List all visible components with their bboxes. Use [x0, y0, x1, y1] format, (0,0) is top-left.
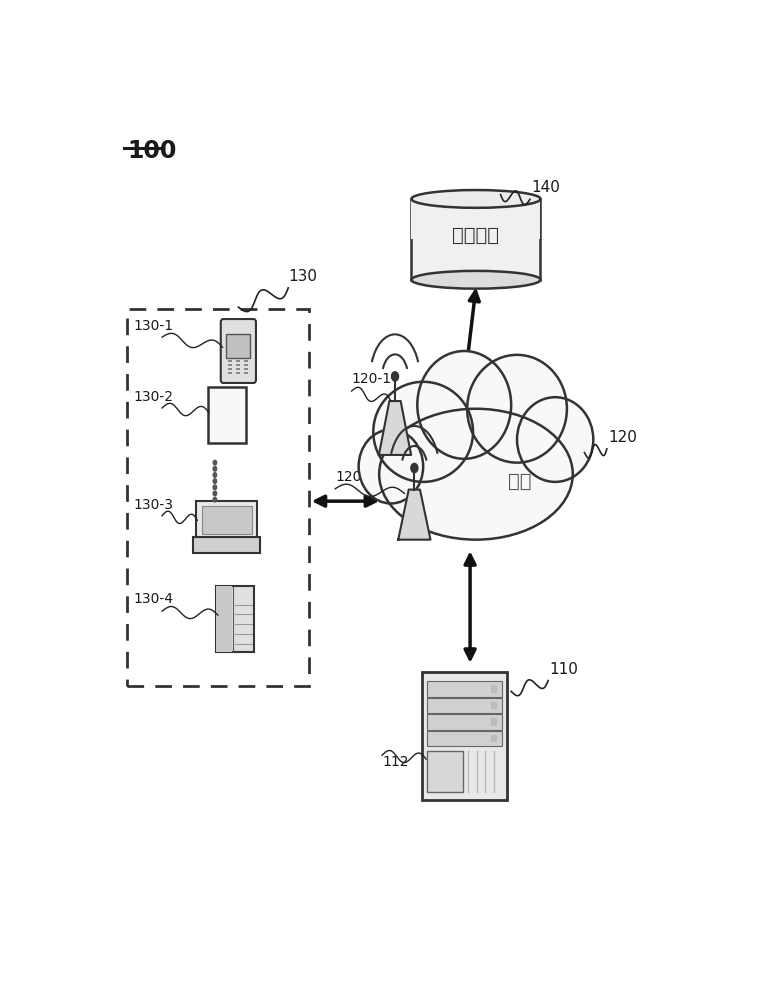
Ellipse shape [517, 397, 593, 482]
FancyBboxPatch shape [427, 714, 502, 730]
Text: 130-4: 130-4 [134, 592, 174, 606]
Bar [236, 364, 240, 366]
Circle shape [213, 473, 217, 477]
Text: 120-1: 120-1 [351, 372, 391, 386]
FancyBboxPatch shape [217, 586, 254, 652]
Text: 100: 100 [127, 139, 176, 163]
Circle shape [213, 466, 217, 471]
Bar [236, 368, 240, 370]
Bar [229, 368, 232, 370]
Ellipse shape [412, 190, 540, 208]
Bar [236, 372, 240, 374]
Circle shape [213, 491, 217, 496]
FancyBboxPatch shape [427, 731, 502, 746]
FancyBboxPatch shape [196, 501, 257, 537]
Circle shape [411, 463, 418, 473]
FancyBboxPatch shape [226, 334, 251, 358]
FancyBboxPatch shape [207, 387, 246, 443]
Bar [229, 364, 232, 366]
Text: 130: 130 [288, 269, 317, 284]
Text: 140: 140 [531, 180, 561, 195]
Circle shape [213, 479, 217, 483]
Polygon shape [378, 401, 411, 455]
Ellipse shape [417, 351, 511, 459]
Circle shape [213, 497, 217, 502]
Bar [236, 360, 240, 362]
Text: 110: 110 [550, 662, 578, 677]
Bar [245, 360, 248, 362]
FancyBboxPatch shape [427, 751, 463, 792]
Circle shape [213, 460, 217, 465]
Bar [491, 702, 497, 709]
Bar [229, 360, 232, 362]
FancyBboxPatch shape [201, 506, 251, 534]
Bar [245, 364, 248, 366]
Bar [229, 372, 232, 374]
FancyBboxPatch shape [422, 672, 506, 800]
FancyBboxPatch shape [217, 586, 232, 652]
FancyBboxPatch shape [412, 199, 540, 239]
Text: 120-2: 120-2 [335, 470, 375, 484]
FancyBboxPatch shape [193, 537, 260, 553]
Polygon shape [398, 490, 431, 540]
Bar [491, 735, 497, 742]
FancyBboxPatch shape [427, 698, 502, 713]
FancyBboxPatch shape [412, 199, 540, 280]
Bar [491, 718, 497, 726]
Ellipse shape [412, 271, 540, 289]
Ellipse shape [373, 382, 473, 482]
Text: 存储设备: 存储设备 [453, 226, 500, 245]
Ellipse shape [467, 355, 567, 463]
Circle shape [391, 372, 398, 381]
Ellipse shape [379, 409, 573, 540]
Text: 网络: 网络 [508, 472, 531, 491]
Bar [245, 368, 248, 370]
Text: 130-2: 130-2 [134, 390, 174, 404]
Text: 130-1: 130-1 [134, 319, 174, 333]
Bar [245, 372, 248, 374]
Circle shape [213, 485, 217, 490]
FancyBboxPatch shape [221, 319, 256, 383]
Text: 130-3: 130-3 [134, 498, 174, 512]
FancyBboxPatch shape [427, 681, 502, 697]
Text: 112: 112 [382, 755, 409, 769]
Bar [491, 685, 497, 693]
Ellipse shape [359, 430, 423, 503]
Text: 120: 120 [608, 430, 637, 445]
